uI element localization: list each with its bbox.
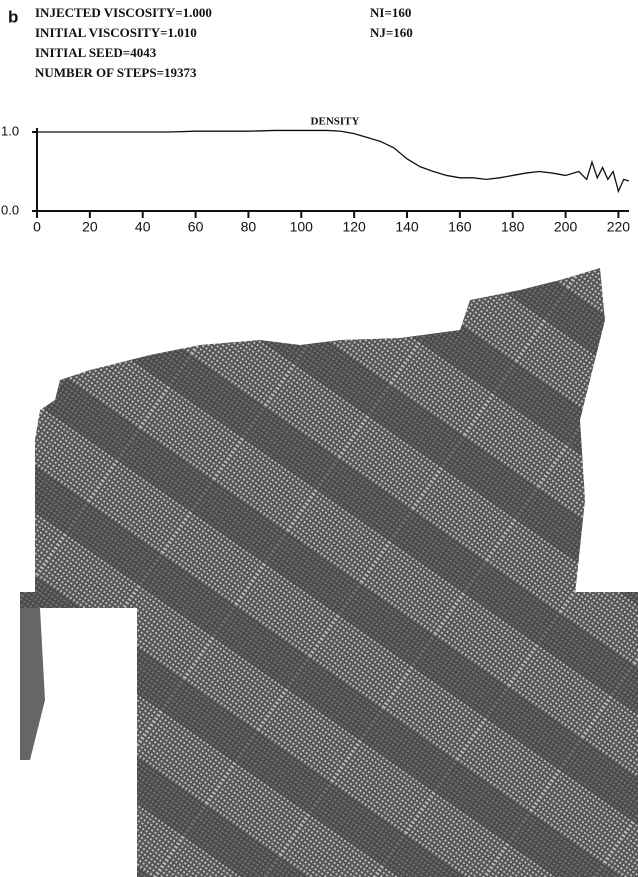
parameter: INJECTED VISCOSITY=1.000 bbox=[35, 5, 212, 20]
x-tick-label: 200 bbox=[554, 219, 578, 235]
panel-label: b bbox=[8, 7, 18, 26]
x-tick-label: 140 bbox=[395, 219, 419, 235]
x-tick-label: 0 bbox=[33, 219, 41, 235]
y-tick-label: 1.0 bbox=[1, 123, 19, 138]
x-tick-label: 80 bbox=[241, 219, 257, 235]
header: INJECTED VISCOSITY=1.000 INITIAL VISCOSIT… bbox=[35, 5, 413, 80]
parameter: NI=160 bbox=[370, 5, 411, 20]
density-line bbox=[37, 129, 630, 194]
density-chart: DENSITY 0 20 40 60 80 100 120 140 160 180 200 220 0.0… bbox=[1, 116, 630, 235]
left-fragment bbox=[20, 608, 45, 760]
parameter: INITIAL VISCOSITY=1.010 bbox=[35, 25, 197, 40]
parameter: NUMBER OF STEPS=19373 bbox=[35, 65, 197, 80]
upper-field bbox=[35, 268, 605, 595]
x-tick-label: 40 bbox=[135, 219, 151, 235]
x-tick-label: 120 bbox=[342, 219, 366, 235]
x-tick-label: 220 bbox=[607, 219, 631, 235]
x-tick-label: 180 bbox=[501, 219, 525, 235]
x-tick-label: 60 bbox=[188, 219, 204, 235]
chart-title: DENSITY bbox=[311, 116, 360, 128]
simulation-image bbox=[20, 268, 638, 877]
x-tick-label: 160 bbox=[448, 219, 472, 235]
x-tick-label: 100 bbox=[290, 219, 314, 235]
parameter: INITIAL SEED=4043 bbox=[35, 45, 157, 60]
parameter: NJ=160 bbox=[370, 25, 413, 40]
x-tick-label: 20 bbox=[82, 219, 98, 235]
lower-field bbox=[20, 592, 638, 877]
y-tick-label: 0.0 bbox=[1, 202, 19, 217]
